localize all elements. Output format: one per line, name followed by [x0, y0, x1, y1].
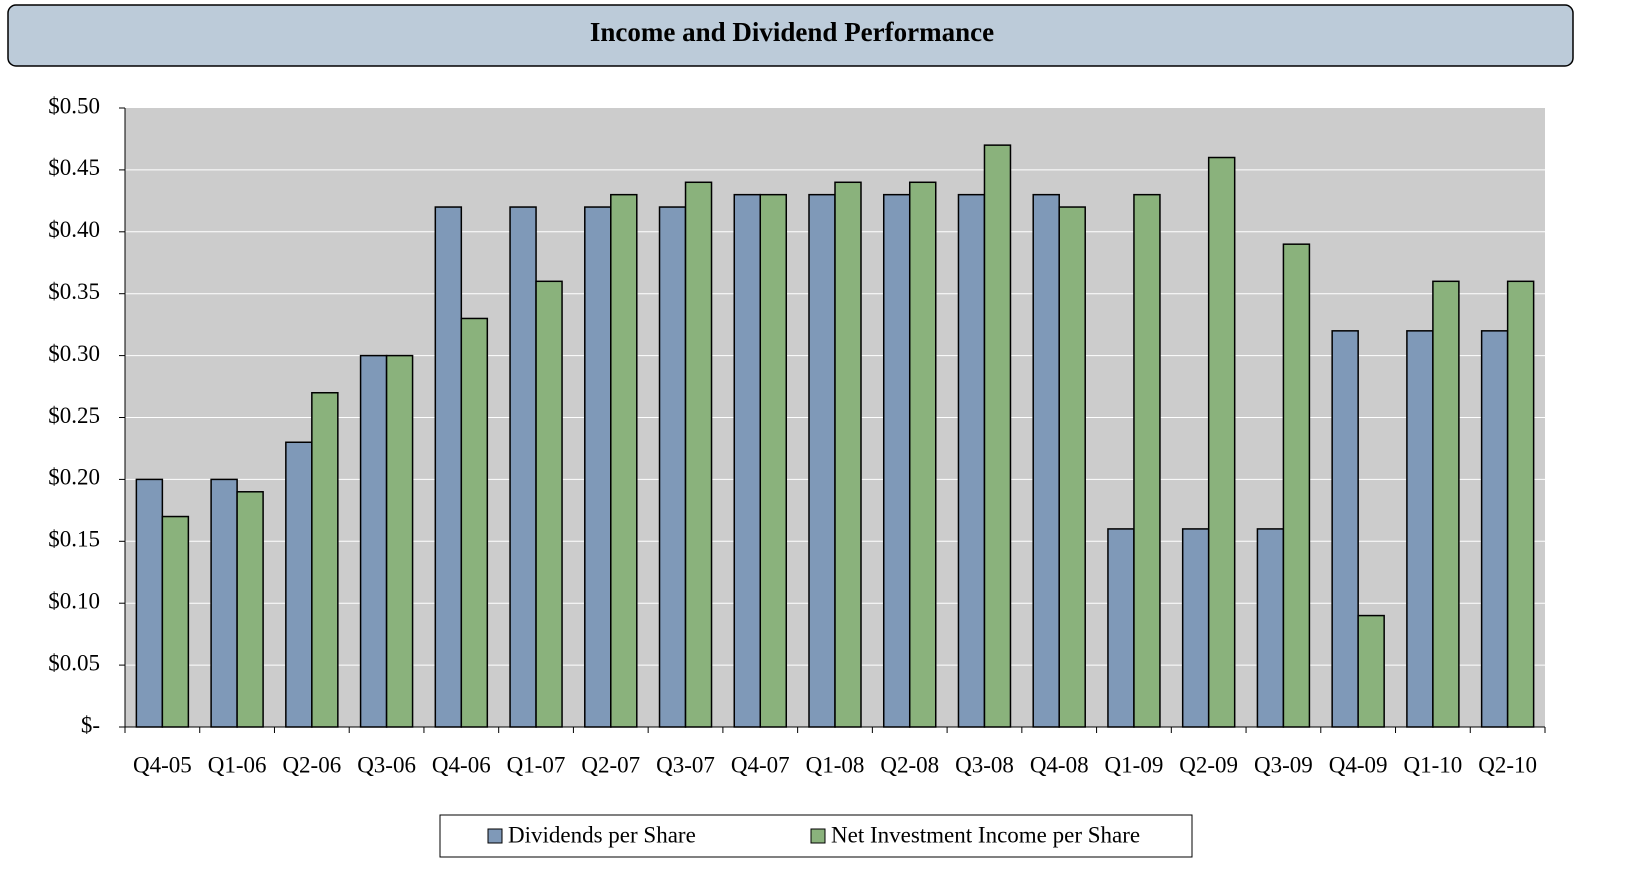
bar — [908, 181, 937, 728]
x-tick-label: Q1-09 — [1105, 752, 1164, 777]
x-tick-label: Q4-05 — [133, 752, 192, 777]
x-tick-label: Q3-08 — [955, 752, 1014, 777]
bar — [535, 280, 563, 728]
bar — [733, 193, 762, 728]
bar — [509, 206, 537, 728]
bar — [882, 193, 911, 728]
y-tick-label: $0.10 — [48, 588, 100, 613]
bar — [1480, 330, 1509, 728]
y-tick-label: $0.35 — [48, 279, 100, 304]
bar — [610, 193, 638, 728]
x-tick-label: Q4-07 — [731, 752, 790, 777]
bar — [359, 354, 388, 728]
legend-swatch — [487, 828, 503, 844]
bar — [808, 193, 836, 728]
x-tick-label: Q1-08 — [806, 752, 865, 777]
bar — [1133, 193, 1161, 728]
x-tick-label: Q3-07 — [656, 752, 715, 777]
y-tick-label: $- — [81, 712, 100, 737]
x-tick-label: Q3-09 — [1254, 752, 1313, 777]
bar — [1207, 156, 1236, 728]
x-tick-label: Q2-06 — [282, 752, 341, 777]
y-tick-label: $0.50 — [48, 93, 100, 118]
x-tick-label: Q4-09 — [1329, 752, 1388, 777]
bar — [983, 144, 1012, 728]
legend-label: Net Investment Income per Share — [831, 822, 1140, 847]
x-tick-label: Q4-08 — [1030, 752, 1089, 777]
y-tick-label: $0.30 — [48, 341, 100, 366]
x-tick-label: Q2-07 — [581, 752, 640, 777]
legend-label: Dividends per Share — [508, 822, 696, 847]
bar — [460, 317, 489, 728]
bar — [1406, 330, 1434, 728]
bar — [1181, 528, 1210, 728]
bar — [1357, 614, 1385, 728]
y-tick-label: $0.05 — [48, 650, 100, 675]
bar — [210, 478, 238, 728]
x-tick-label: Q2-10 — [1478, 752, 1537, 777]
y-tick-label: $0.20 — [48, 465, 100, 490]
bar — [1432, 280, 1460, 728]
bar — [434, 206, 463, 728]
title-box — [7, 4, 1574, 67]
bar — [1032, 193, 1060, 728]
x-tick-label: Q4-06 — [432, 752, 491, 777]
x-tick-label: Q2-08 — [880, 752, 939, 777]
x-tick-label: Q3-06 — [357, 752, 416, 777]
x-tick-label: Q1-10 — [1404, 752, 1463, 777]
bar — [311, 391, 339, 728]
bar — [1256, 528, 1285, 728]
bar — [658, 206, 687, 728]
bar — [957, 193, 986, 728]
bar — [236, 491, 264, 728]
x-tick-label: Q2-09 — [1179, 752, 1238, 777]
bar — [1331, 330, 1359, 728]
bar — [285, 441, 313, 728]
legend-swatch — [810, 828, 826, 844]
x-tick-label: Q1-07 — [507, 752, 566, 777]
bar — [1282, 243, 1311, 728]
y-tick-label: $0.40 — [48, 217, 100, 242]
bar — [1506, 280, 1535, 728]
bar — [135, 478, 164, 728]
bar — [385, 354, 414, 728]
y-tick-label: $0.15 — [48, 527, 100, 552]
bar — [1058, 206, 1086, 728]
bar — [759, 193, 788, 728]
chart-title: Income and Dividend Performance — [590, 17, 994, 47]
bar — [834, 181, 862, 728]
bar — [684, 181, 713, 728]
bar — [1107, 528, 1135, 728]
bar — [584, 206, 612, 728]
bar — [161, 515, 190, 728]
y-tick-label: $0.25 — [48, 403, 100, 428]
y-tick-label: $0.45 — [48, 155, 100, 180]
x-tick-label: Q1-06 — [208, 752, 267, 777]
